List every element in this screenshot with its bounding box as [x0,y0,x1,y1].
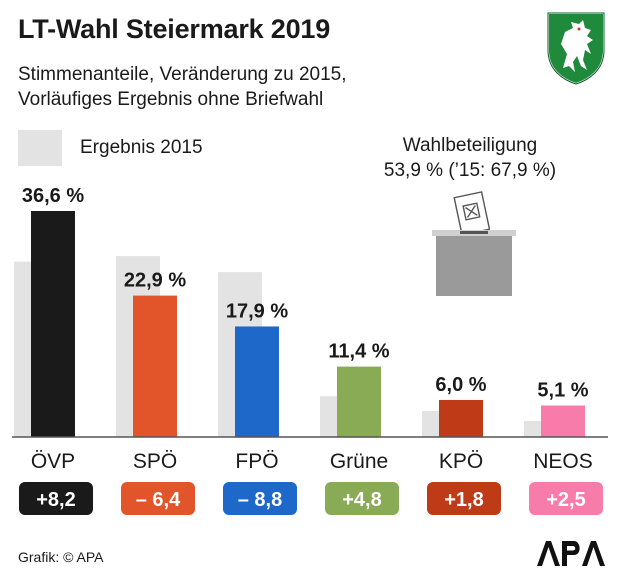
styrian-panther-crest-icon [547,12,605,86]
apa-logo-icon [537,541,605,566]
bar-2019-neos [541,405,585,437]
chart-subtitle-line1: Stimmenanteile, Veränderung zu 2015, [18,64,347,85]
change-badge-kpoe [427,482,501,515]
change-label-gruene: +4,8 [342,489,381,511]
footer-credit: Grafik: © APA [18,549,104,565]
change-badge-gruene [325,482,399,515]
legend-label-2015: Ergebnis 2015 [80,137,203,158]
change-label-kpoe: +1,8 [444,489,483,511]
bar-2019-fpoe [235,326,279,437]
value-label-neos: 5,1 % [537,380,588,402]
value-label-gruene: 11,4 % [328,341,389,363]
ballot-box-icon [432,191,516,296]
change-label-neos: +2,5 [546,489,585,511]
category-label-fpoe: FPÖ [235,450,278,473]
legend-swatch-2015 [18,130,62,166]
turnout-label: Wahlbeteiligung [402,135,538,156]
chart-subtitle-line2: Vorläufiges Ergebnis ohne Briefwahl [18,89,324,110]
change-label-spoe: – 6,4 [136,489,181,511]
change-badge-fpoe [223,482,297,515]
category-label-oevp: ÖVP [31,450,75,473]
category-label-gruene: Grüne [330,450,388,473]
value-label-oevp: 36,6 % [22,185,84,207]
change-label-oevp: +8,2 [36,489,75,511]
bar-2019-spoe [133,295,177,437]
category-label-neos: NEOS [533,450,593,473]
bar-2019-oevp [31,210,75,437]
turnout-value: 53,9 % (’15: 67,9 %) [383,160,557,181]
value-label-spoe: 22,9 % [124,270,186,292]
bar-2019-gruene [337,366,381,437]
change-label-fpoe: – 8,8 [238,489,282,511]
value-label-kpoe: 6,0 % [435,374,486,396]
change-badge-oevp [19,482,93,515]
category-label-spoe: SPÖ [133,450,177,473]
change-badge-neos [529,482,603,515]
category-label-kpoe: KPÖ [439,450,483,473]
bar-2019-kpoe [439,399,483,437]
chart-title: LT-Wahl Steiermark 2019 [18,14,331,44]
value-label-fpoe: 17,9 % [226,300,288,322]
change-badge-spoe [121,482,195,515]
